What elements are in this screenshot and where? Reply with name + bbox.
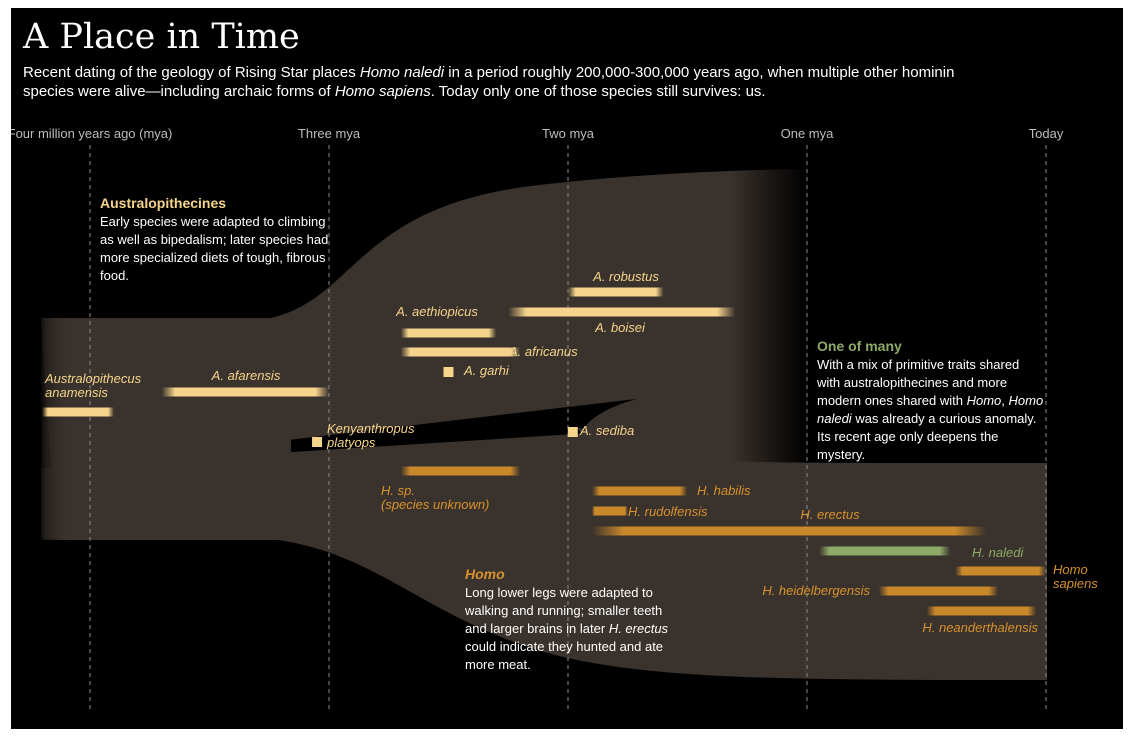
note-one-of-many: One of many With a mix of primitive trai… (817, 337, 1045, 464)
intro-italic-1: Homo naledi (359, 64, 445, 81)
bar-australopithecus-0 (42, 407, 114, 417)
note-australopithecines: Australopithecines Early species were ad… (100, 194, 335, 285)
label-a-afarensis-1: A. afarensis (211, 368, 281, 383)
note-one-of-many-heading: One of many (817, 338, 902, 354)
label-h-neanderthalensis-16: H. neanderthalensis (922, 620, 1038, 635)
intro-italic-2: Homo sapiens (334, 83, 431, 100)
label-a-garhi-5: A. garhi (463, 363, 510, 378)
bar-a-boisei-7 (508, 307, 736, 317)
label-a-aethiopicus-3: A. aethiopicus (395, 304, 478, 319)
marker-kenyanthropus-2 (312, 437, 323, 447)
note-homo-text-1: Long lower legs were adapted to walking … (465, 585, 663, 636)
bar-h-naledi-13 (818, 546, 951, 556)
note-homo-italic-1: H. erectus (608, 621, 669, 636)
bar-a-aethiopicus-3 (400, 328, 497, 338)
intro-part-1: Recent dating of the geology of Rising S… (23, 64, 360, 81)
bar-h-sp-9 (400, 466, 521, 476)
bar-h-rudolfensis-11 (591, 506, 628, 516)
bar-h-neanderthalensis-16 (926, 606, 1037, 616)
note-one-of-many-text-2: , (1001, 393, 1009, 408)
note-one-of-many-text-3: was already a curious anomaly. Its recen… (817, 411, 1037, 462)
note-australopithecines-body: Early species were adapted to climbing a… (100, 214, 329, 283)
intro-text: Recent dating of the geology of Rising S… (23, 63, 983, 101)
early-trunk-band (41, 318, 291, 540)
intro-part-3: . Today only one of those species still … (430, 83, 766, 100)
tick-label-1: Three mya (298, 126, 361, 141)
tick-label-0: Four million years ago (mya) (11, 126, 172, 141)
label-a-boisei-7: A. boisei (594, 320, 646, 335)
label-homo-14: Homo sapiens (1053, 562, 1098, 591)
bar-h-erectus-12 (591, 526, 987, 536)
tick-label-2: Two mya (542, 126, 595, 141)
label-a-africanus-4: A. africanus (508, 344, 578, 359)
label-h-naledi-13: H. naledi (972, 545, 1024, 560)
label-h-rudolfensis-11: H. rudolfensis (628, 504, 708, 519)
label-h-habilis-10: H. habilis (697, 483, 751, 498)
label-a-robustus-6: A. robustus (592, 269, 659, 284)
note-australopithecines-heading: Australopithecines (100, 195, 227, 211)
note-homo-text-2: could indicate they hunted and ate more … (465, 639, 664, 672)
note-one-of-many-italic-1: Homo (966, 393, 1002, 408)
note-one-of-many-body: With a mix of primitive traits shared wi… (817, 356, 1045, 464)
bar-homo-14 (955, 566, 1046, 576)
label-h-heidelbergensis-15: H. heidelbergensis (762, 583, 870, 598)
label-kenyanthropus-2: Kenyanthropus platyops (326, 421, 415, 450)
bar-h-habilis-10 (591, 486, 688, 496)
note-one-of-many-italic-2: Homo naledi (817, 393, 1044, 426)
bar-h-heidelbergensis-15 (878, 586, 999, 596)
marker-a-garhi-5 (443, 367, 454, 377)
bar-a-afarensis-1 (161, 387, 329, 397)
figure-frame: Four million years ago (mya) Three mya Two… (11, 8, 1123, 729)
label-h-erectus-12: H. erectus (800, 507, 860, 522)
note-homo: Homo Long lower legs were adapted to wal… (465, 565, 670, 674)
label-australopithecus-0: Australopithecus anamensis (44, 371, 142, 400)
note-one-of-many-text-1: With a mix of primitive traits shared wi… (817, 357, 1020, 408)
note-homo-body: Long lower legs were adapted to walking … (465, 584, 670, 674)
bar-a-robustus-6 (568, 287, 664, 297)
marker-a-sediba-8 (567, 427, 578, 437)
bar-a-africanus-4 (400, 347, 521, 357)
homo-band (41, 318, 1047, 680)
intro-part-2: in a period roughly 200,000-300,000 year… (23, 64, 955, 100)
label-h-sp-9: H. sp. (species unknown) (381, 483, 489, 512)
tick-label-4: Today (1029, 126, 1064, 141)
note-homo-heading: Homo (465, 566, 505, 582)
label-a-sediba-8: A. sediba (579, 423, 634, 438)
timeline-chart: Four million years ago (mya) Three mya Two… (11, 126, 1098, 710)
page-title: A Place in Time (23, 17, 300, 57)
tick-label-3: One mya (781, 126, 835, 141)
